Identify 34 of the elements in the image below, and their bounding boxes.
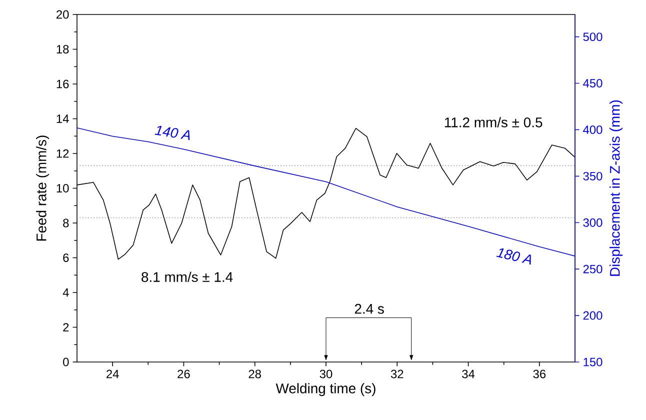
- y-tick-label: 6: [63, 254, 69, 262]
- y2-tick-label: 400: [583, 125, 602, 134]
- y-tick-label: 14: [56, 114, 69, 123]
- x-tick-label: 26: [178, 370, 190, 378]
- y-tick-label: 2: [63, 323, 69, 332]
- y-tick-label: 4: [62, 288, 69, 297]
- x-tick-label: 28: [248, 370, 261, 378]
- y2-tick-label: 300: [583, 218, 602, 227]
- y-tick-label: 18: [56, 45, 69, 54]
- y-tick-label: 20: [56, 10, 69, 19]
- y2-tick-label: 450: [583, 79, 602, 88]
- x-axis-title: Welding time (s): [276, 383, 376, 396]
- annotation: 180 A: [496, 248, 531, 265]
- y2-tick-label: 500: [583, 32, 602, 42]
- y-axis-title: Feed rate (mm/s): [36, 136, 50, 241]
- annotation: 11.2 mm/s ± 0.5: [444, 117, 542, 128]
- y-tick-label: 8: [63, 218, 69, 228]
- x-tick-label: 32: [390, 370, 404, 378]
- y2-axis-title: Displacement in Z-axis (mm): [610, 100, 623, 276]
- annotation: 8.1 mm/s ± 1.4: [142, 272, 233, 282]
- annotation: 2.4 s: [354, 304, 384, 314]
- x-tick-label: 24: [106, 370, 119, 378]
- y-tick-label: 12: [56, 149, 69, 158]
- x-tick-label: 36: [533, 370, 546, 378]
- x-tick-label: 30: [320, 370, 332, 378]
- y-tick-label: 16: [56, 80, 69, 88]
- y2-tick-label: 200: [583, 311, 602, 320]
- y-tick-label: 10: [56, 184, 69, 192]
- y-tick-label: 0: [63, 358, 69, 366]
- annotation: 140 A: [154, 126, 190, 140]
- y2-tick-label: 150: [584, 358, 602, 366]
- y2-tick-label: 250: [583, 264, 602, 274]
- y2-tick-label: 350: [583, 172, 602, 180]
- x-tick-label: 34: [462, 370, 475, 378]
